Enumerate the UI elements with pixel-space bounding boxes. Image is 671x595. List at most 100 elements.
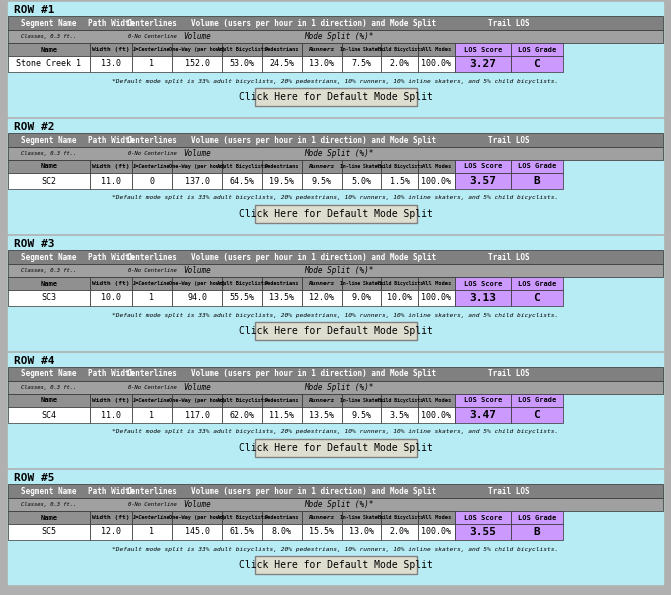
Text: 1: 1 [150, 411, 154, 419]
Text: Classes, 0.3 ft..: Classes, 0.3 ft.. [21, 502, 76, 507]
Text: 1: 1 [150, 60, 154, 68]
Text: LOS Score: LOS Score [464, 515, 502, 521]
Text: B: B [533, 527, 540, 537]
Text: 62.0%: 62.0% [229, 411, 254, 419]
Text: Click Here for Default Mode Split: Click Here for Default Mode Split [239, 560, 432, 570]
Text: 61.5%: 61.5% [229, 528, 254, 537]
Text: Pedestrians: Pedestrians [265, 47, 299, 52]
Text: 0-No Centerline: 0-No Centerline [127, 151, 176, 156]
Text: Centerlines: Centerlines [127, 18, 177, 27]
Text: 3.5%: 3.5% [389, 411, 409, 419]
Text: 3.13: 3.13 [470, 293, 497, 303]
Text: Segment Name: Segment Name [21, 136, 76, 145]
Text: 100.0%: 100.0% [421, 293, 452, 302]
Text: 2.0%: 2.0% [389, 60, 409, 68]
Text: Centerlines: Centerlines [127, 136, 177, 145]
Text: C: C [533, 293, 540, 303]
Text: Pedestrians: Pedestrians [265, 515, 299, 520]
Text: 10.0: 10.0 [101, 293, 121, 302]
Text: LOS Score: LOS Score [464, 164, 502, 170]
Text: 12.0: 12.0 [101, 528, 121, 537]
Text: 9.0%: 9.0% [352, 293, 372, 302]
Text: 1=Centerline: 1=Centerline [134, 515, 170, 520]
Text: SC3: SC3 [42, 293, 56, 302]
Text: Width (ft): Width (ft) [92, 164, 130, 169]
Text: 24.5%: 24.5% [270, 60, 295, 68]
Text: 15.5%: 15.5% [309, 528, 335, 537]
Text: Runners: Runners [309, 281, 335, 286]
Text: One-Way (per hour): One-Way (per hour) [169, 398, 225, 403]
Text: All Modes: All Modes [422, 398, 451, 403]
Text: 11.0: 11.0 [101, 411, 121, 419]
Text: Pedestrians: Pedestrians [265, 398, 299, 403]
Text: One-Way (per hour): One-Way (per hour) [169, 281, 225, 286]
Text: Name: Name [40, 46, 58, 52]
Text: Click Here for Default Mode Split: Click Here for Default Mode Split [239, 443, 432, 453]
Text: 5.0%: 5.0% [352, 177, 372, 186]
Text: In-line Skaters: In-line Skaters [340, 515, 383, 520]
Text: 137.0: 137.0 [185, 177, 209, 186]
Text: Path Width: Path Width [88, 136, 134, 145]
Text: Mode Split (%)*: Mode Split (%)* [304, 266, 373, 275]
Text: 94.0: 94.0 [187, 293, 207, 302]
Text: *Default mode split is 33% adult bicyclists, 20% pedestrians, 10% runners, 10% i: *Default mode split is 33% adult bicycli… [112, 196, 559, 201]
Text: 117.0: 117.0 [185, 411, 209, 419]
Text: 9.5%: 9.5% [312, 177, 332, 186]
Text: 13.5%: 13.5% [270, 293, 295, 302]
Text: 13.0: 13.0 [101, 60, 121, 68]
Text: Pedestrians: Pedestrians [265, 164, 299, 169]
Text: 3.27: 3.27 [470, 59, 497, 69]
Text: Stone Creek 1: Stone Creek 1 [17, 60, 81, 68]
Text: Adult Bicyclists: Adult Bicyclists [217, 515, 267, 520]
Text: 55.5%: 55.5% [229, 293, 254, 302]
Text: Volume: Volume [183, 383, 211, 392]
Text: 1: 1 [150, 293, 154, 302]
Text: 11.5%: 11.5% [270, 411, 295, 419]
Text: 1=Centerline: 1=Centerline [134, 281, 170, 286]
Text: In-line Skaters: In-line Skaters [340, 164, 383, 169]
Text: ROW #3: ROW #3 [14, 239, 54, 249]
Text: 3.55: 3.55 [470, 527, 497, 537]
Text: 19.5%: 19.5% [270, 177, 295, 186]
Text: Centerlines: Centerlines [127, 369, 177, 378]
Text: Width (ft): Width (ft) [92, 398, 130, 403]
Text: Child Bicyclists: Child Bicyclists [376, 47, 423, 52]
Text: Trail LOS: Trail LOS [488, 136, 530, 145]
Text: Path Width: Path Width [88, 252, 134, 261]
Text: 12.0%: 12.0% [309, 293, 335, 302]
Text: SC4: SC4 [42, 411, 56, 419]
Text: Volume: Volume [183, 149, 211, 158]
Text: 100.0%: 100.0% [421, 60, 452, 68]
Text: Name: Name [40, 397, 58, 403]
Text: 100.0%: 100.0% [421, 411, 452, 419]
Text: 11.0: 11.0 [101, 177, 121, 186]
Text: Child Bicyclists: Child Bicyclists [376, 515, 423, 520]
Text: Volume (users per hour in 1 direction) and Mode Split: Volume (users per hour in 1 direction) a… [191, 252, 436, 261]
Text: Child Bicyclists: Child Bicyclists [376, 398, 423, 403]
Text: Path Width: Path Width [88, 369, 134, 378]
Text: LOS Grade: LOS Grade [518, 397, 556, 403]
Text: Classes, 0.3 ft..: Classes, 0.3 ft.. [21, 385, 76, 390]
Text: Classes, 0.3 ft..: Classes, 0.3 ft.. [21, 34, 76, 39]
Text: 1: 1 [150, 528, 154, 537]
Text: Trail LOS: Trail LOS [488, 18, 530, 27]
Text: 13.0%: 13.0% [349, 528, 374, 537]
Text: Trail LOS: Trail LOS [488, 369, 530, 378]
Text: Runners: Runners [309, 47, 335, 52]
Text: 3.57: 3.57 [470, 176, 497, 186]
Text: Click Here for Default Mode Split: Click Here for Default Mode Split [239, 92, 432, 102]
Text: LOS Score: LOS Score [464, 397, 502, 403]
Text: Volume (users per hour in 1 direction) and Mode Split: Volume (users per hour in 1 direction) a… [191, 136, 436, 145]
Text: One-Way (per hour): One-Way (per hour) [169, 47, 225, 52]
Text: Mode Split (%)*: Mode Split (%)* [304, 383, 373, 392]
Text: 2.0%: 2.0% [389, 528, 409, 537]
Text: Segment Name: Segment Name [21, 18, 76, 27]
Text: 0-No Centerline: 0-No Centerline [127, 268, 176, 273]
Text: ROW #1: ROW #1 [14, 5, 54, 15]
Text: Mode Split (%)*: Mode Split (%)* [304, 500, 373, 509]
Text: *Default mode split is 33% adult bicyclists, 20% pedestrians, 10% runners, 10% i: *Default mode split is 33% adult bicycli… [112, 79, 559, 83]
Text: Trail LOS: Trail LOS [488, 487, 530, 496]
Text: *Default mode split is 33% adult bicyclists, 20% pedestrians, 10% runners, 10% i: *Default mode split is 33% adult bicycli… [112, 312, 559, 318]
Text: ROW #2: ROW #2 [14, 122, 54, 132]
Text: Volume (users per hour in 1 direction) and Mode Split: Volume (users per hour in 1 direction) a… [191, 487, 436, 496]
